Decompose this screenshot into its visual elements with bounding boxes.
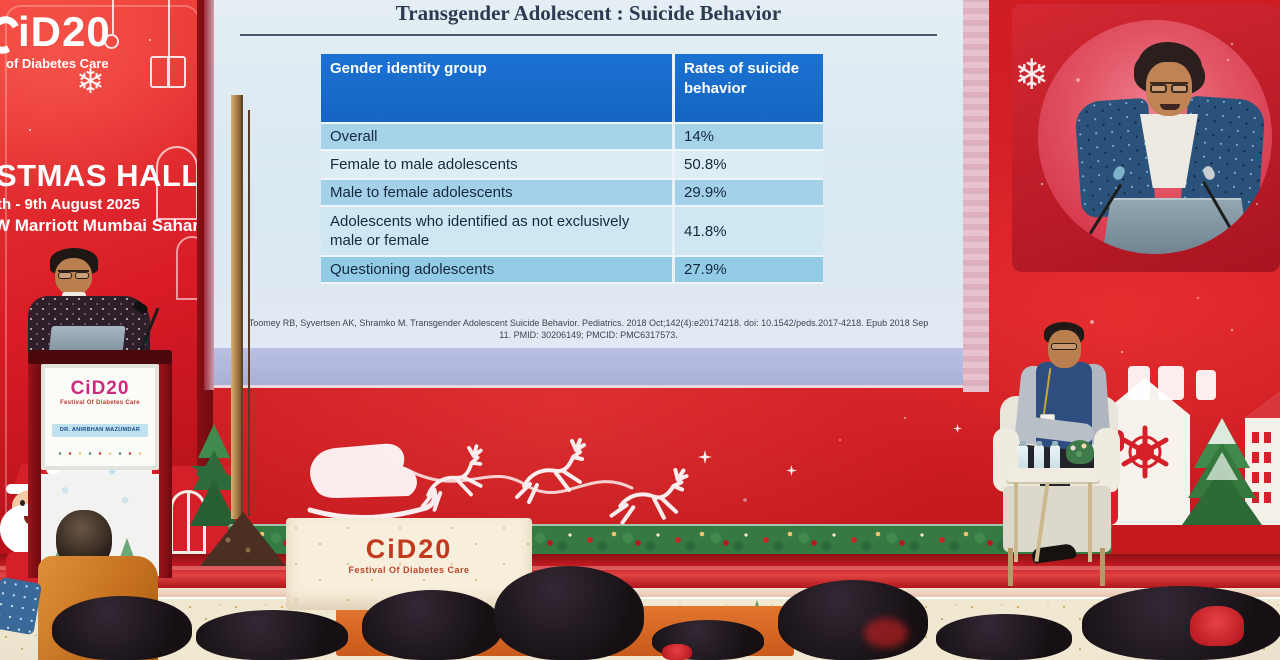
cell-rate: 14% — [684, 128, 715, 145]
cell-group: Male to female adolescents — [321, 180, 675, 205]
santa-sleigh-reindeer-decor — [307, 438, 689, 525]
table-row: Adolescents who identified as not exclus… — [321, 207, 823, 257]
audience-head — [196, 610, 348, 660]
house-outline-decor — [176, 236, 205, 300]
speaker-glasses — [1150, 82, 1188, 93]
column-header-rate: Rates of suicide behavior — [684, 60, 800, 97]
water-bottle — [1050, 441, 1060, 470]
sign-ornament-row — [55, 451, 145, 456]
chair-red-sheen — [864, 618, 908, 648]
white-cutout-decor — [1158, 366, 1184, 400]
audience-head — [936, 614, 1072, 660]
wooden-pole — [231, 95, 243, 519]
audience-head — [362, 590, 502, 660]
event-logo: CiD20 — [365, 534, 453, 564]
small-tree-decor — [190, 424, 238, 526]
event-logo: CiD20 — [70, 378, 130, 399]
podium-top — [28, 350, 172, 364]
video-circle — [1038, 20, 1272, 254]
audience-head — [778, 580, 928, 660]
podium-rail — [159, 358, 172, 578]
screen-bezel-right — [963, 0, 989, 392]
armchair-armrest — [1094, 428, 1120, 492]
snowflake-icon: ❄ — [1014, 50, 1050, 99]
table-row: Questioning adolescents 27.9% — [321, 257, 823, 284]
chair-leg — [1100, 548, 1105, 586]
podium-rail — [28, 358, 41, 578]
chair-leg — [1008, 548, 1013, 586]
speaker-video-inset: ❄ — [1012, 4, 1280, 272]
table-header-row: Gender identity group Rates of suicide b… — [321, 54, 823, 124]
title-underline — [240, 34, 937, 36]
projection-screen: Transgender Adolescent : Suicide Behavio… — [214, 0, 963, 388]
ornament-string — [112, 0, 114, 34]
speaker-face — [55, 258, 92, 295]
table-row: Male to female adolescents 29.9% — [321, 180, 823, 207]
sparkle-star — [786, 465, 797, 476]
white-cutout-decor — [1196, 370, 1216, 400]
santa-eye — [20, 500, 25, 506]
cell-group: Adolescents who identified as not exclus… — [321, 207, 675, 255]
event-logo: iD20 — [18, 8, 111, 55]
cell-group: Questioning adolescents — [321, 257, 675, 282]
slide-title: Transgender Adolescent : Suicide Behavio… — [395, 1, 782, 25]
event-tagline: Festival Of Diabetes Care — [60, 400, 140, 406]
speaker-mustache — [1160, 104, 1180, 110]
audience-head — [52, 596, 192, 660]
snowflake-icon: ❄ — [121, 496, 130, 507]
ornament-string — [168, 0, 170, 58]
suicide-rates-table: Gender identity group Rates of suicide b… — [321, 54, 823, 284]
chair-ribbon-bow — [1190, 606, 1244, 646]
cell-rate: 29.9% — [684, 184, 727, 201]
screen-bezel-left — [204, 0, 214, 390]
white-cutout-decor — [1128, 366, 1150, 400]
event-dates: th - 9th August 2025 — [0, 196, 140, 213]
snowflake-icon: ❄ — [76, 62, 105, 102]
cell-rate: 50.8% — [684, 156, 727, 173]
cell-rate: 41.8% — [684, 222, 727, 240]
table-row: Overall 14% — [321, 124, 823, 151]
stage-edge-light — [0, 588, 1280, 597]
gift-box-icon — [150, 56, 186, 88]
event-venue: W Marriott Mumbai Sahar — [0, 216, 199, 235]
snowflake-icon: ❄ — [108, 468, 116, 479]
armchair-seat — [1003, 486, 1111, 552]
speaker-name-plate: DR. ANIRBHAN MAZUMDAR — [52, 424, 148, 437]
cell-rate: 27.9% — [684, 261, 727, 278]
speaker-glasses — [58, 270, 89, 279]
ornament-ball-icon — [104, 34, 119, 49]
audience-head — [494, 566, 644, 660]
cell-group: Female to male adolescents — [321, 151, 675, 178]
sparkle-star — [953, 424, 962, 433]
water-bottle — [1034, 441, 1044, 470]
column-header-group: Gender identity group — [321, 54, 675, 122]
flower-arrangement — [1066, 440, 1094, 464]
snowflake-icon: ❄ — [61, 486, 70, 497]
cid20-stage-box: CiD20 Festival Of Diabetes Care — [286, 518, 532, 610]
cell-group: Overall — [321, 124, 675, 149]
stand-rod — [248, 110, 250, 516]
table-leg — [1014, 482, 1018, 562]
panelist-glasses — [1051, 343, 1077, 350]
chair-ribbon-bow — [662, 644, 692, 660]
water-bottle — [1018, 441, 1028, 470]
podium-sign: CiD20 Festival Of Diabetes Care DR. ANIR… — [41, 364, 159, 470]
event-tagline: of Diabetes Care — [6, 56, 109, 71]
table-row: Female to male adolescents 50.8% — [321, 151, 823, 180]
side-table — [1006, 468, 1100, 482]
house-outline-decor — [156, 146, 198, 220]
event-tagline: Festival Of Diabetes Care — [348, 565, 470, 575]
slide-citation: Toomey RB, Syvertsen AK, Shramko M. Tran… — [248, 318, 929, 340]
table-leg — [1088, 482, 1092, 562]
audience-chair — [1082, 586, 1280, 660]
laptop — [1102, 198, 1250, 254]
screen-bottom-band — [214, 348, 963, 385]
